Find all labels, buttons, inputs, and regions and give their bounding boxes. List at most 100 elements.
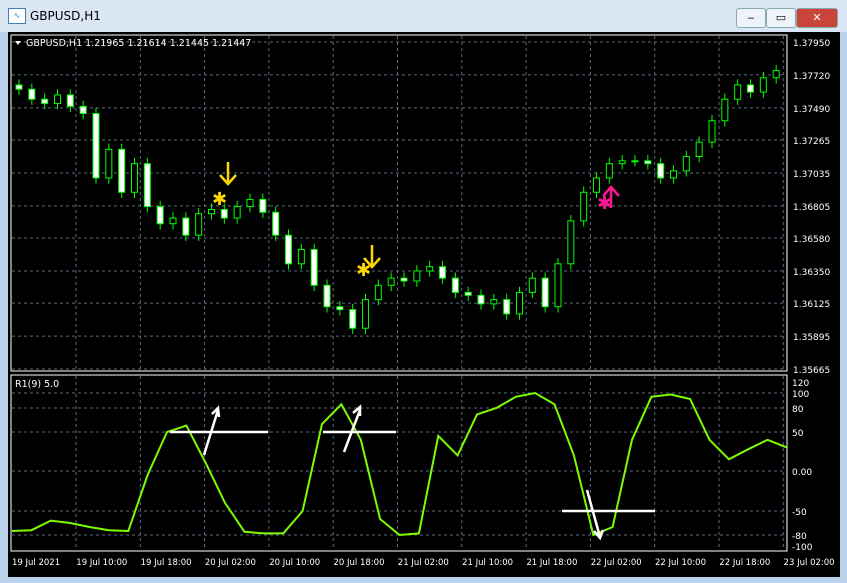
candle-body bbox=[516, 291, 523, 315]
candle-body bbox=[28, 88, 36, 100]
indicator-tick-label: -80 bbox=[792, 532, 807, 542]
candle-body bbox=[285, 234, 292, 265]
price-tick-label: 1.36125 bbox=[793, 300, 830, 310]
candle-body bbox=[426, 266, 434, 272]
price-tick-label: 1.37265 bbox=[793, 137, 830, 147]
title-bar: ∿ GBPUSD,H1 ‒ ▭ ✕ bbox=[0, 0, 847, 32]
indicator-label: R1(9) 5.0 bbox=[15, 379, 59, 390]
time-tick-label: 20 Jul 10:00 bbox=[269, 558, 320, 568]
candle-body bbox=[721, 98, 729, 122]
candle-body bbox=[439, 266, 446, 279]
buy-arrow-icon bbox=[602, 185, 620, 208]
time-tick-label: 21 Jul 18:00 bbox=[526, 558, 577, 568]
candle-body bbox=[143, 163, 151, 208]
time-tick-label: 23 Jul 02:00 bbox=[784, 558, 835, 568]
time-tick-label: 20 Jul 18:00 bbox=[334, 558, 385, 568]
chart-header: GBPUSD,H1 1.21965 1.21614 1.21445 1.2144… bbox=[26, 38, 251, 49]
indicator-tick-label: 0.00 bbox=[792, 468, 812, 478]
time-tick-label: 19 Jul 18:00 bbox=[141, 558, 192, 568]
candle-body bbox=[477, 294, 485, 305]
candle-body bbox=[220, 208, 228, 219]
time-tick-label: 19 Jul 2021 bbox=[12, 558, 60, 568]
price-tick-label: 1.37950 bbox=[793, 39, 830, 49]
candle-body bbox=[195, 213, 203, 236]
candle-body bbox=[105, 148, 113, 179]
time-tick-label: 22 Jul 10:00 bbox=[655, 558, 706, 568]
candle-body bbox=[156, 206, 164, 225]
candle-body bbox=[297, 249, 305, 265]
sell-arrow-icon bbox=[219, 162, 237, 186]
price-tick-label: 1.37490 bbox=[793, 105, 830, 115]
minimize-button[interactable]: ‒ bbox=[736, 8, 766, 28]
indicator-tick-label: 120 bbox=[792, 379, 809, 389]
candle-body bbox=[708, 120, 716, 143]
candle-body bbox=[246, 198, 254, 208]
candle-body bbox=[15, 84, 23, 90]
candle-body bbox=[208, 208, 215, 215]
candle-body bbox=[349, 309, 357, 329]
time-tick-label: 22 Jul 18:00 bbox=[719, 558, 770, 568]
oscillator-line bbox=[11, 391, 788, 537]
candle-body bbox=[79, 105, 87, 115]
sell-arrow-icon bbox=[363, 245, 381, 269]
star-icon: ✱ bbox=[597, 193, 612, 214]
candle-body bbox=[362, 299, 369, 329]
indicator-tick-label: 80 bbox=[792, 405, 804, 415]
time-tick-label: 19 Jul 10:00 bbox=[76, 558, 127, 568]
candle-body bbox=[747, 84, 754, 93]
candle-body bbox=[336, 306, 344, 311]
time-tick-label: 21 Jul 10:00 bbox=[462, 558, 513, 568]
candle-body bbox=[182, 217, 190, 236]
star-icon: ✱ bbox=[356, 260, 371, 281]
indicator-tick-label: -50 bbox=[792, 508, 807, 518]
candle-body bbox=[541, 277, 549, 308]
price-tick-label: 1.36805 bbox=[793, 203, 830, 213]
candle-body bbox=[92, 113, 100, 179]
indicator-tick-label: 100 bbox=[792, 390, 809, 400]
candle-body bbox=[567, 220, 575, 265]
candle-body bbox=[413, 270, 421, 282]
price-tick-label: 1.36350 bbox=[793, 268, 830, 278]
candle-body bbox=[233, 206, 241, 219]
candle-body bbox=[695, 141, 703, 157]
annotation-lines bbox=[170, 404, 655, 541]
candle-body bbox=[464, 291, 472, 296]
candle-body bbox=[131, 163, 138, 193]
window-title: GBPUSD,H1 bbox=[30, 9, 101, 23]
candle-body bbox=[657, 163, 665, 179]
chart-window-icon: ∿ bbox=[8, 8, 26, 24]
chart-frame bbox=[8, 32, 840, 577]
candle-body bbox=[554, 263, 562, 308]
candle-body bbox=[503, 299, 511, 315]
price-tick-label: 1.36580 bbox=[793, 235, 830, 245]
time-tick-label: 22 Jul 02:00 bbox=[591, 558, 642, 568]
indicator-tick-label: -100 bbox=[792, 543, 813, 553]
candle-body bbox=[759, 77, 767, 93]
candle-body bbox=[374, 284, 382, 301]
candle-body bbox=[618, 160, 626, 165]
triangle-down-icon[interactable] bbox=[15, 41, 21, 45]
candle-body bbox=[644, 160, 652, 165]
candle-body bbox=[387, 277, 395, 286]
candle-body bbox=[310, 249, 318, 286]
candle-body bbox=[605, 163, 613, 179]
star-icon: ✱ bbox=[212, 189, 227, 210]
candle-body bbox=[272, 211, 280, 236]
close-button[interactable]: ✕ bbox=[796, 8, 838, 28]
candle-body bbox=[54, 94, 61, 105]
price-tick-label: 1.35895 bbox=[793, 333, 830, 343]
main-pane-border bbox=[10, 34, 788, 372]
price-tick-label: 1.35665 bbox=[793, 366, 830, 376]
maximize-button[interactable]: ▭ bbox=[766, 8, 796, 28]
candle-body bbox=[451, 277, 459, 293]
candle-body bbox=[66, 94, 74, 107]
price-tick-label: 1.37720 bbox=[793, 72, 830, 82]
candle-body bbox=[490, 299, 498, 305]
time-tick-label: 20 Jul 02:00 bbox=[205, 558, 256, 568]
candle-body bbox=[259, 198, 267, 213]
candle-body bbox=[580, 191, 588, 222]
candle-body bbox=[41, 98, 49, 105]
candle-body bbox=[682, 155, 690, 172]
candle-body bbox=[169, 217, 177, 225]
